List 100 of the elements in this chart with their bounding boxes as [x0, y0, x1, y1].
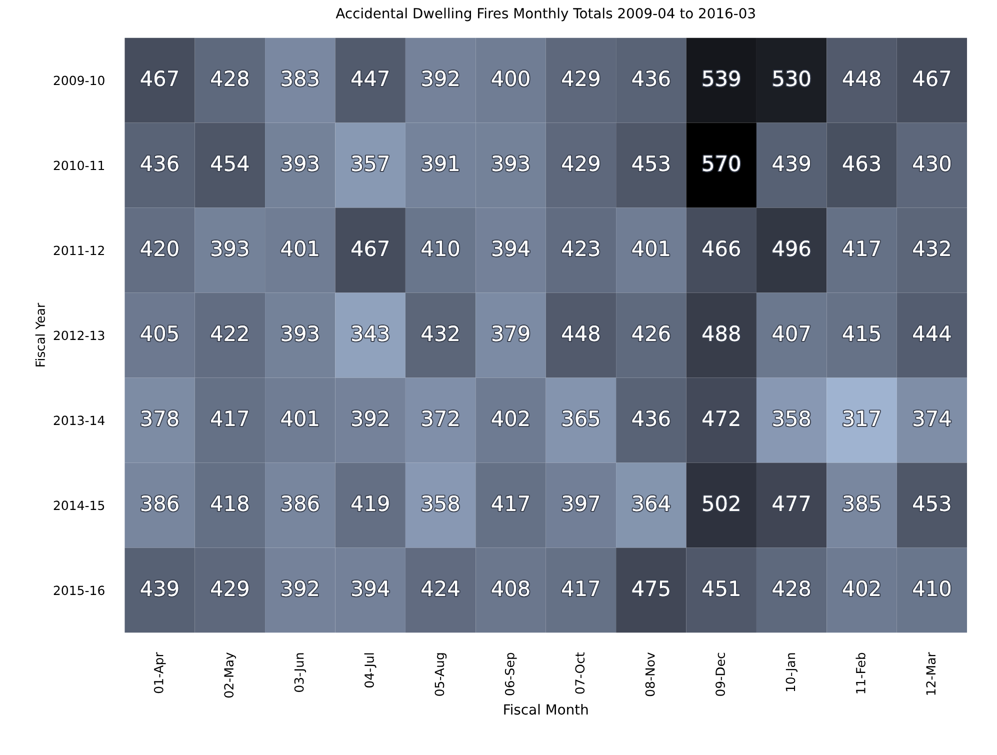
data-label: 379	[492, 326, 530, 342]
data-label: 417	[842, 240, 880, 256]
data-label: 417	[492, 496, 529, 511]
data-label: 502	[703, 495, 740, 512]
data-label: 444	[913, 326, 951, 341]
data-label: 343	[352, 326, 389, 342]
data-label: 419	[351, 495, 389, 512]
data-label: 372	[422, 410, 458, 426]
data-label: 432	[913, 240, 950, 256]
data-label: 428	[772, 580, 810, 596]
data-label: 418	[211, 495, 248, 512]
x-tick-label: 09-Dec	[716, 652, 725, 696]
data-label: 407	[772, 326, 810, 342]
data-label: 358	[422, 495, 460, 512]
data-label: 386	[282, 495, 319, 512]
data-label: 392	[422, 70, 458, 86]
data-label: 466	[702, 240, 740, 256]
x-tick-label: 08-Nov	[645, 652, 655, 696]
data-label: 394	[492, 240, 530, 256]
y-tick-label: 2012-13	[54, 330, 104, 340]
x-tick-label: 10-Jan	[786, 653, 798, 692]
data-label: 426	[632, 326, 670, 342]
data-label: 391	[422, 156, 459, 172]
data-label: 429	[211, 580, 248, 596]
x-tick-label: 07-Oct	[575, 652, 585, 694]
data-label: 422	[211, 326, 248, 341]
data-label: 385	[843, 495, 880, 512]
data-label: 410	[422, 240, 460, 256]
data-label: 402	[842, 580, 880, 596]
x-tick-label: 06-Sep	[504, 652, 517, 696]
data-label: 488	[702, 326, 740, 342]
data-label: 393	[282, 326, 318, 342]
data-label: 364	[632, 495, 670, 512]
chart-title: Accidental Dwelling Fires Monthly Totals 2009-04 to 2016-03	[336, 8, 755, 22]
y-tick-label: 2010-11	[54, 160, 104, 170]
data-label: 417	[562, 580, 600, 596]
y-tick-label: 2015-16	[54, 586, 104, 596]
data-label: 410	[913, 580, 950, 596]
data-label: 386	[141, 495, 178, 512]
data-label: 408	[492, 580, 530, 596]
data-label: 393	[282, 156, 318, 172]
data-label: 374	[914, 410, 951, 426]
data-label: 439	[772, 156, 810, 172]
data-label: 392	[352, 410, 388, 426]
data-label: 439	[140, 580, 178, 596]
data-label: 402	[492, 410, 529, 426]
data-label: 365	[562, 410, 600, 426]
data-label: 447	[351, 70, 388, 86]
data-label: 570	[703, 156, 740, 172]
y-tick-label: 2009-10	[54, 76, 104, 86]
data-label: 378	[141, 410, 178, 426]
x-axis-title: Fiscal Month	[504, 704, 588, 715]
data-label: 448	[562, 326, 600, 342]
data-label: 394	[352, 580, 390, 596]
data-label: 415	[842, 326, 880, 342]
data-label: 424	[422, 580, 460, 596]
data-label: 428	[211, 70, 248, 86]
x-tick-label: 01-Apr	[154, 652, 166, 694]
y-tick-label: 2014-15	[54, 500, 104, 510]
data-label: 405	[140, 326, 178, 342]
data-label: 430	[913, 156, 950, 172]
data-label: 454	[211, 156, 249, 172]
x-tick-label: 03-Jun	[294, 653, 306, 692]
data-label: 397	[562, 495, 600, 512]
data-label: 423	[562, 240, 600, 256]
data-label: 429	[562, 70, 600, 86]
data-label: 432	[422, 326, 458, 342]
data-label: 393	[492, 156, 529, 172]
data-label: 475	[632, 580, 670, 596]
y-axis-title: Fiscal Year	[35, 302, 45, 366]
x-tick-label: 04-Jul	[364, 653, 376, 688]
data-label: 436	[632, 70, 670, 86]
data-label: 448	[842, 70, 880, 86]
data-label: 401	[281, 410, 318, 426]
data-label: 393	[212, 240, 248, 256]
x-tick-label: 05-Aug	[434, 653, 447, 696]
data-label: 400	[492, 70, 530, 86]
data-label: 357	[352, 156, 388, 172]
data-label: 436	[140, 156, 178, 172]
data-label: 539	[703, 70, 740, 86]
data-label: 453	[913, 495, 950, 512]
data-label: 496	[772, 240, 810, 256]
data-label: 453	[632, 156, 670, 172]
data-label: 467	[351, 240, 388, 256]
data-label: 317	[843, 410, 880, 426]
data-label: 477	[772, 496, 810, 511]
x-tick-label: 12-Mar	[926, 652, 936, 695]
data-label: 467	[913, 70, 950, 86]
data-label: 358	[773, 410, 810, 426]
data-label: 451	[702, 580, 740, 596]
data-label: 463	[842, 156, 880, 172]
data-label: 467	[140, 70, 178, 86]
x-tick-label: 02-May	[224, 652, 236, 698]
y-tick-label: 2011-12	[54, 246, 104, 256]
data-label: 420	[140, 240, 178, 256]
data-label: 472	[702, 410, 740, 426]
data-label: 401	[632, 240, 670, 256]
data-label: 392	[282, 580, 318, 596]
data-label: 417	[211, 410, 248, 426]
y-tick-label: 2013-14	[54, 416, 104, 426]
